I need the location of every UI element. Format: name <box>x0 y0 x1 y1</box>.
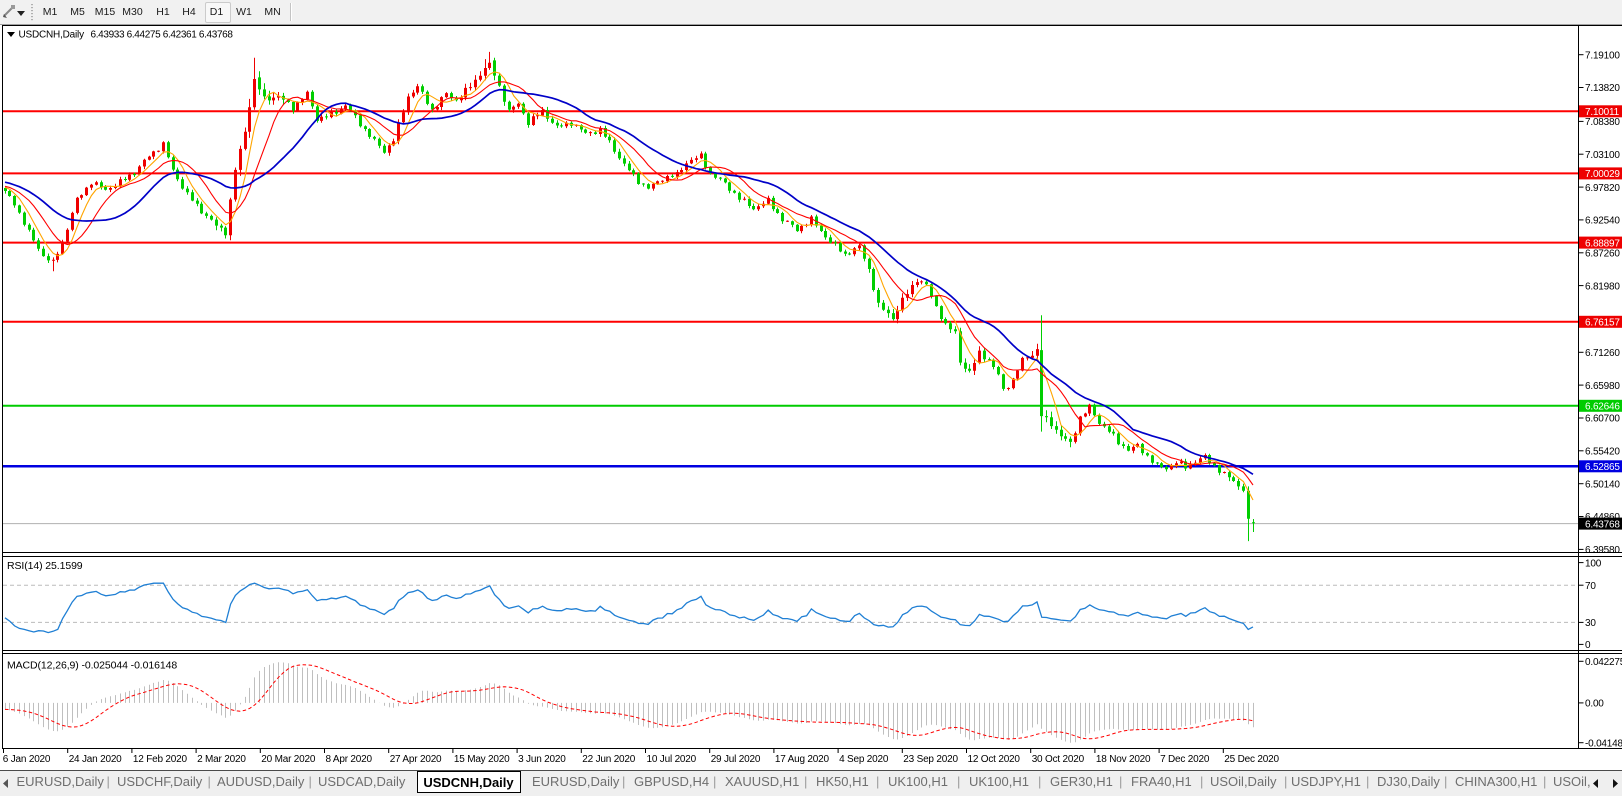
svg-text:12 Feb 2020: 12 Feb 2020 <box>133 754 188 765</box>
svg-text:70: 70 <box>1585 581 1596 592</box>
svg-text:23 Sep 2020: 23 Sep 2020 <box>903 754 958 765</box>
svg-text:12 Oct 2020: 12 Oct 2020 <box>968 754 1021 765</box>
svg-text:15 May 2020: 15 May 2020 <box>454 754 510 765</box>
svg-text:22 Jun 2020: 22 Jun 2020 <box>582 754 635 765</box>
svg-text:6.43933 6.44275 6.42361 6.4376: 6.43933 6.44275 6.42361 6.43768 <box>91 30 234 41</box>
svg-text:17 Aug 2020: 17 Aug 2020 <box>775 754 830 765</box>
svg-text:25 Dec 2020: 25 Dec 2020 <box>1224 754 1279 765</box>
svg-text:30: 30 <box>1585 618 1596 629</box>
svg-text:6.43768: 6.43768 <box>1585 519 1620 530</box>
svg-text:3 Jun 2020: 3 Jun 2020 <box>518 754 566 765</box>
svg-text:6.87260: 6.87260 <box>1585 249 1620 260</box>
svg-text:0: 0 <box>1585 640 1591 651</box>
svg-text:10 Jul 2020: 10 Jul 2020 <box>647 754 697 765</box>
svg-text:RSI(14) 25.1599: RSI(14) 25.1599 <box>7 560 83 572</box>
svg-text:8 Apr 2020: 8 Apr 2020 <box>326 754 373 765</box>
svg-text:USDCNH,Daily: USDCNH,Daily <box>19 30 85 41</box>
svg-text:30 Oct 2020: 30 Oct 2020 <box>1032 754 1085 765</box>
svg-text:7 Dec 2020: 7 Dec 2020 <box>1160 754 1210 765</box>
svg-text:6.55420: 6.55420 <box>1585 447 1620 458</box>
svg-text:4 Sep 2020: 4 Sep 2020 <box>839 754 889 765</box>
svg-text:6.71260: 6.71260 <box>1585 348 1620 359</box>
svg-text:18 Nov 2020: 18 Nov 2020 <box>1096 754 1151 765</box>
svg-text:6.81980: 6.81980 <box>1585 281 1620 292</box>
svg-text:20 Mar 2020: 20 Mar 2020 <box>261 754 316 765</box>
svg-text:6.52865: 6.52865 <box>1585 462 1620 473</box>
svg-text:7.19100: 7.19100 <box>1585 50 1620 61</box>
svg-text:6.50140: 6.50140 <box>1585 479 1620 490</box>
svg-text:27 Apr 2020: 27 Apr 2020 <box>390 754 442 765</box>
svg-text:100: 100 <box>1585 558 1602 569</box>
svg-text:6.62646: 6.62646 <box>1585 402 1620 413</box>
svg-text:MACD(12,26,9) -0.025044 -0.016: MACD(12,26,9) -0.025044 -0.016148 <box>7 660 177 672</box>
svg-text:6.92540: 6.92540 <box>1585 216 1620 227</box>
svg-text:7.13820: 7.13820 <box>1585 83 1620 94</box>
svg-text:2 Mar 2020: 2 Mar 2020 <box>197 754 246 765</box>
svg-text:7.08380: 7.08380 <box>1585 117 1620 128</box>
svg-text:0.042275: 0.042275 <box>1585 657 1622 668</box>
svg-text:6.88897: 6.88897 <box>1585 238 1620 249</box>
svg-text:6.76157: 6.76157 <box>1585 318 1620 329</box>
svg-text:7.03100: 7.03100 <box>1585 150 1620 161</box>
svg-text:7.10011: 7.10011 <box>1585 107 1620 118</box>
svg-text:-0.04148: -0.04148 <box>1585 738 1622 749</box>
svg-text:7.00029: 7.00029 <box>1585 169 1620 180</box>
svg-text:6.60700: 6.60700 <box>1585 414 1620 425</box>
svg-text:24 Jan 2020: 24 Jan 2020 <box>69 754 122 765</box>
svg-text:6 Jan 2020: 6 Jan 2020 <box>3 754 51 765</box>
svg-text:0.00: 0.00 <box>1585 699 1604 710</box>
svg-text:6.39580: 6.39580 <box>1585 545 1620 556</box>
svg-text:6.97820: 6.97820 <box>1585 183 1620 194</box>
svg-text:29 Jul 2020: 29 Jul 2020 <box>711 754 761 765</box>
svg-text:6.65980: 6.65980 <box>1585 381 1620 392</box>
